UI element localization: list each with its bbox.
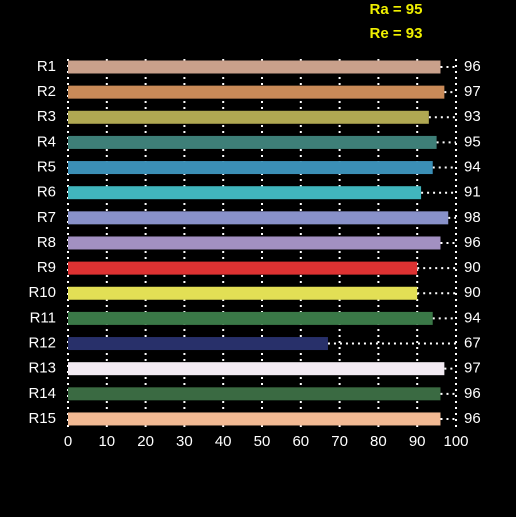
- bar: [68, 186, 422, 200]
- x-tick-label: 40: [215, 433, 232, 450]
- y-tick-label: R11: [30, 309, 56, 326]
- value-label: 90: [464, 259, 481, 276]
- y-tick-label: R15: [28, 410, 56, 427]
- value-label: 95: [464, 133, 481, 150]
- y-tick-label: R5: [37, 159, 56, 176]
- x-tick-label: 90: [409, 433, 426, 450]
- value-label: 96: [464, 385, 481, 402]
- bar: [68, 412, 441, 426]
- y-tick-label: R2: [37, 83, 56, 100]
- x-tick-label: 20: [137, 433, 154, 450]
- bar: [68, 60, 441, 74]
- x-tick-label: 70: [331, 433, 348, 450]
- value-label: 94: [464, 159, 481, 176]
- bar: [68, 337, 328, 351]
- annotation: Re = 93: [370, 25, 423, 42]
- bar: [68, 286, 418, 300]
- x-tick-label: 30: [176, 433, 193, 450]
- value-label: 97: [464, 83, 481, 100]
- x-tick-label: 60: [292, 433, 309, 450]
- y-tick-label: R8: [37, 234, 56, 251]
- bar: [68, 261, 418, 275]
- x-tick-label: 10: [98, 433, 115, 450]
- bar: [68, 110, 429, 124]
- bar: [68, 311, 433, 325]
- y-tick-label: R4: [37, 133, 56, 150]
- y-tick-label: R12: [28, 335, 56, 352]
- bar: [68, 387, 441, 401]
- value-label: 91: [464, 184, 481, 201]
- bar: [68, 211, 449, 225]
- value-label: 67: [464, 335, 481, 352]
- bar: [68, 236, 441, 250]
- y-tick-label: R6: [37, 184, 56, 201]
- bar: [68, 362, 445, 376]
- y-tick-label: R13: [28, 360, 56, 377]
- annotation: Ra = 95: [370, 1, 423, 18]
- value-label: 96: [464, 410, 481, 427]
- x-tick-label: 80: [370, 433, 387, 450]
- value-label: 93: [464, 108, 481, 125]
- bar: [68, 161, 433, 175]
- value-label: 94: [464, 309, 481, 326]
- x-tick-label: 0: [64, 433, 72, 450]
- value-label: 97: [464, 360, 481, 377]
- value-label: 98: [464, 209, 481, 226]
- y-tick-label: R7: [37, 209, 56, 226]
- x-tick-label: 100: [443, 433, 468, 450]
- bar: [68, 135, 437, 149]
- y-tick-label: R14: [28, 385, 56, 402]
- y-tick-label: R9: [37, 259, 56, 276]
- bar: [68, 85, 445, 99]
- value-label: 90: [464, 284, 481, 301]
- value-label: 96: [464, 58, 481, 75]
- y-tick-label: R1: [37, 58, 56, 75]
- x-tick-label: 50: [254, 433, 271, 450]
- y-tick-label: R10: [28, 284, 56, 301]
- y-tick-label: R3: [37, 108, 56, 125]
- value-label: 96: [464, 234, 481, 251]
